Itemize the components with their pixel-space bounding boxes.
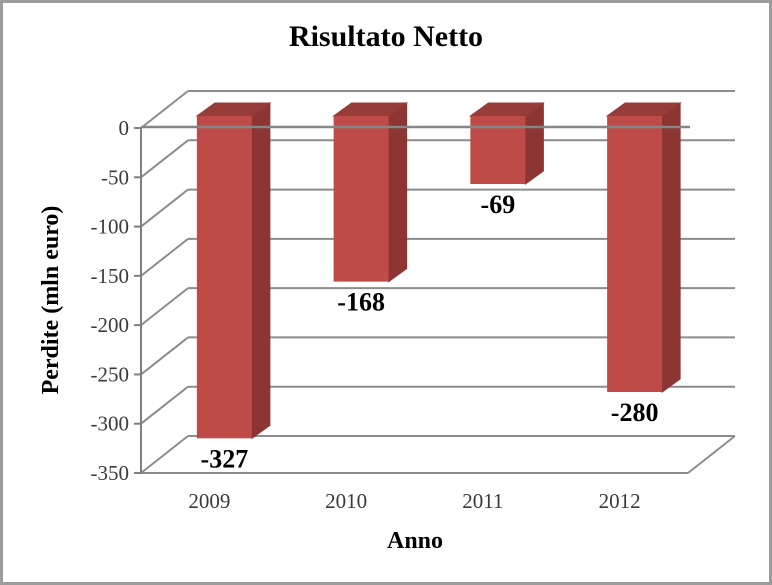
bar-front-face bbox=[196, 116, 252, 439]
y-axis-title: Perdite (mln euro) bbox=[38, 206, 64, 395]
bar-2011 bbox=[468, 102, 545, 185]
bar-data-label: -168 bbox=[337, 288, 385, 317]
bar-2012 bbox=[605, 102, 682, 393]
y-tick-label: -50 bbox=[101, 165, 129, 189]
gridline-left-wall bbox=[140, 139, 189, 179]
y-tick-label: -250 bbox=[91, 362, 130, 386]
labels: 0 -50 -100 -150 -200 -250 -300 -350 -327 2009 -168… bbox=[91, 116, 659, 513]
y-tick-label: -300 bbox=[91, 412, 130, 436]
gridline-left-wall bbox=[140, 90, 189, 129]
gridline-left-wall bbox=[140, 336, 189, 376]
y-tick-label: -100 bbox=[91, 215, 130, 239]
bar-side-face bbox=[388, 102, 408, 283]
gridline-left-wall bbox=[140, 287, 189, 326]
bar-2009 bbox=[195, 102, 272, 440]
x-axis-title: Anno bbox=[387, 528, 443, 554]
x-category-label: 2009 bbox=[188, 489, 230, 513]
x-category-label: 2011 bbox=[462, 489, 503, 513]
floor-plane bbox=[141, 435, 736, 474]
y-tick-label: 0 bbox=[119, 116, 130, 140]
bars bbox=[195, 102, 682, 440]
y-tick-label: -200 bbox=[91, 313, 130, 337]
gridline-left-wall bbox=[140, 238, 189, 277]
y-tick-label: -350 bbox=[91, 461, 130, 485]
gridline-left-wall bbox=[140, 435, 189, 474]
bar-front-face bbox=[607, 116, 663, 392]
bar-side-face bbox=[524, 102, 544, 185]
gridline-left-wall bbox=[140, 188, 189, 228]
bar-side-face bbox=[251, 102, 271, 440]
bar-data-label: -69 bbox=[481, 190, 516, 219]
bar-front-face bbox=[333, 116, 389, 282]
floor-right-edge bbox=[687, 435, 736, 474]
bar-data-label: -280 bbox=[611, 398, 659, 427]
x-category-label: 2010 bbox=[325, 489, 367, 513]
value-axis bbox=[134, 127, 142, 474]
x-category-label: 2012 bbox=[599, 489, 641, 513]
bar-side-face bbox=[661, 102, 681, 393]
y-tick-label: -150 bbox=[91, 264, 130, 288]
gridline-left-wall bbox=[140, 385, 189, 425]
bar-2010 bbox=[332, 102, 409, 283]
bar-data-label: -327 bbox=[201, 444, 249, 473]
chart-title: Risultato Netto bbox=[289, 20, 483, 53]
